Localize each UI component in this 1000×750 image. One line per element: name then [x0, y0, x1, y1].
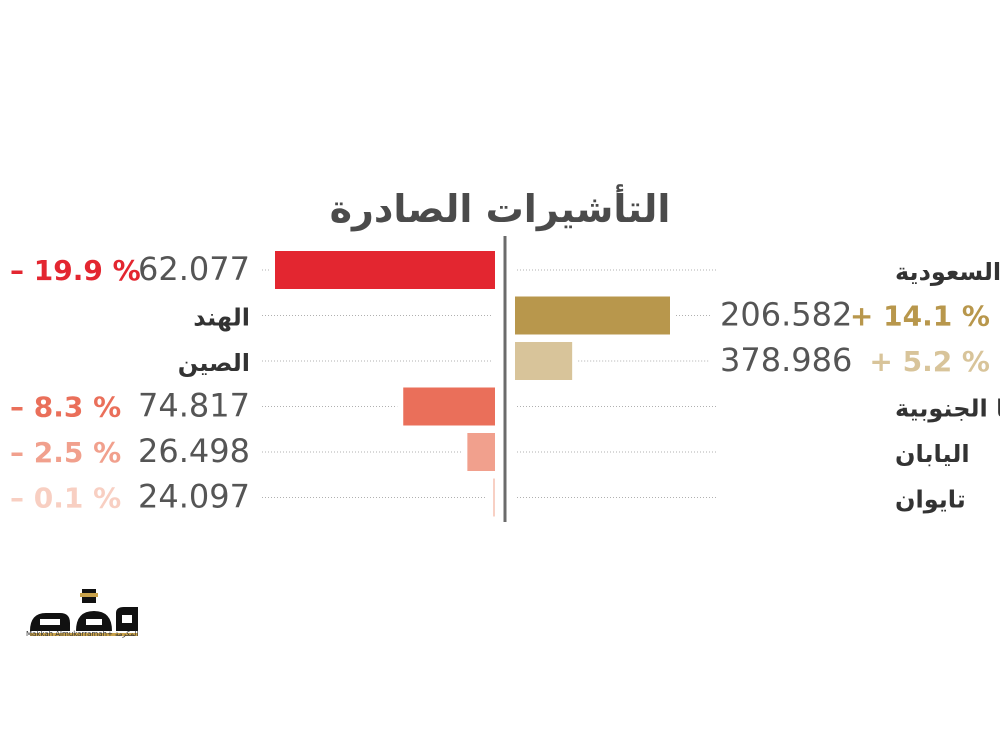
value-label-2: 378.986: [720, 341, 852, 379]
value-label-4: 26.498: [138, 432, 250, 470]
country-label-4: اليابان: [895, 440, 970, 468]
change-label-4: – 2.5 %: [10, 436, 121, 469]
country-label-2: الصين: [178, 349, 250, 377]
bar-3: [403, 387, 495, 426]
bar-4: [467, 433, 495, 471]
value-label-0: 62.077: [138, 250, 250, 288]
change-label-5: – 0.1 %: [10, 482, 121, 515]
change-label-3: – 8.3 %: [10, 391, 121, 424]
bar-5: [493, 478, 495, 517]
value-label-1: 206.582: [720, 296, 852, 334]
change-label-0: – 19.9 %: [10, 254, 141, 287]
change-label-1: + 14.1 %: [850, 300, 990, 333]
makkah-logo: [30, 589, 138, 636]
country-label-1: الهند: [193, 304, 250, 332]
country-label-0: السعودية: [895, 258, 1000, 286]
logo-tagline: Makkah Almukarramah+ المكرمة: [26, 630, 139, 638]
bar-0: [275, 251, 495, 289]
value-label-5: 24.097: [138, 478, 250, 516]
country-label-3: كوريا الجنوبية: [895, 395, 1000, 423]
country-label-5: تايوان: [895, 486, 966, 514]
bar-2: [515, 342, 573, 380]
chart-title: التأشيرات الصادرة: [329, 187, 671, 231]
bar-1: [515, 296, 670, 335]
value-label-3: 74.817: [138, 387, 250, 425]
change-label-2: + 5.2 %: [869, 345, 990, 378]
